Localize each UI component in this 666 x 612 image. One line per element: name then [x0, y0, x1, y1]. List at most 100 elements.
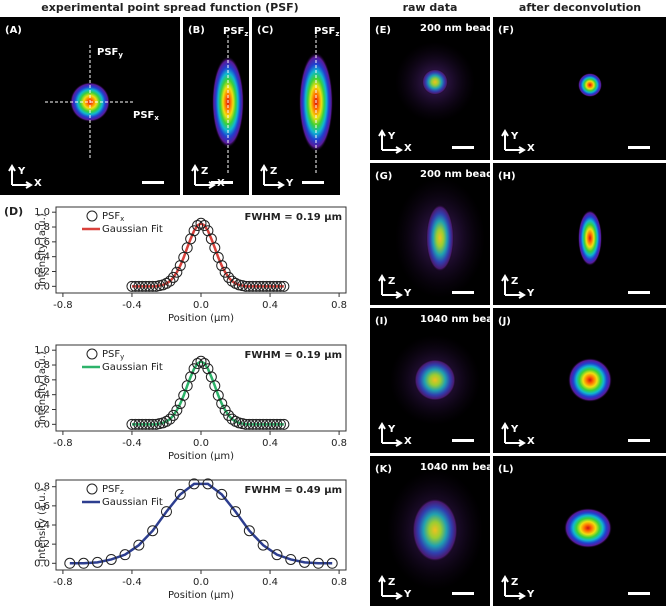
x-tick-label: -0.4	[122, 438, 142, 449]
psf-blob	[568, 358, 612, 402]
psf-main: PSF	[223, 26, 244, 37]
psf-sub: z	[244, 30, 248, 38]
x-tick-label: -0.8	[53, 577, 73, 588]
axis-letter: Y	[510, 424, 519, 435]
psf-label: PSFy	[97, 47, 123, 59]
x-tick-label: -0.4	[122, 577, 142, 588]
y-tick-label: 1.0	[34, 207, 50, 218]
data-point	[230, 506, 242, 518]
legend-label: Gaussian Fit	[102, 224, 163, 235]
legend-label: Gaussian Fit	[102, 362, 163, 373]
axis-letter: Y	[403, 589, 412, 600]
data-point	[209, 380, 221, 392]
y-tick-label: 0.4	[34, 520, 50, 531]
psf-sub: x	[154, 114, 159, 122]
legend-sub: x	[120, 215, 124, 223]
axis-letter: Y	[526, 288, 535, 299]
data-point	[178, 389, 190, 401]
data-point	[64, 557, 76, 569]
y-tick-label: 1.0	[34, 345, 50, 356]
panel-title: 1040 nm bead	[420, 314, 500, 325]
data-point	[171, 266, 183, 278]
y-axis-label: Intensity (a.u.)	[37, 213, 48, 286]
data-point	[312, 557, 324, 569]
panel-label: (F)	[498, 25, 514, 36]
scale-bar	[302, 181, 324, 184]
data-point	[278, 418, 290, 430]
data-point	[91, 556, 103, 568]
psf-main: PSF	[133, 110, 154, 121]
panel-label: (E)	[375, 25, 391, 36]
scale-bar	[628, 592, 650, 595]
data-point	[216, 398, 228, 410]
axis-letter: Y	[526, 589, 535, 600]
axis-letter: Y	[510, 131, 519, 142]
fit-line	[69, 482, 333, 565]
axis-arrow	[378, 129, 403, 154]
data-point	[202, 478, 214, 490]
axis-arrow	[501, 274, 526, 299]
data-point	[188, 478, 200, 490]
data-point	[299, 556, 311, 568]
axis-letter: Z	[388, 276, 395, 287]
data-point	[274, 280, 286, 292]
y-tick-label: 0.2	[34, 539, 50, 550]
legend-label: PSFx	[102, 211, 124, 223]
x-tick-label: 0.0	[193, 577, 209, 588]
data-point	[278, 280, 290, 292]
y-tick-label: 0.8	[34, 360, 50, 371]
panel-label: (G)	[375, 171, 392, 182]
axis-arrow	[501, 422, 526, 447]
x-tick-label: 0.8	[331, 577, 347, 588]
data-point	[160, 277, 172, 289]
axis-letter: Z	[270, 166, 277, 177]
y-tick-label: 0.8	[34, 482, 50, 493]
axis-letter: X	[404, 436, 412, 447]
data-point	[133, 539, 145, 551]
scale-bar	[452, 291, 474, 294]
data-point	[216, 488, 228, 500]
legend-sub: z	[120, 488, 124, 496]
legend-label: PSFy	[102, 349, 124, 361]
axis-letter: Y	[285, 178, 294, 189]
data-point	[164, 275, 176, 287]
y-tick-label: 0.2	[34, 267, 50, 278]
x-tick-label: -0.8	[53, 438, 73, 449]
x-tick-label: 0.0	[193, 438, 209, 449]
data-point	[195, 217, 207, 229]
scale-bar	[628, 146, 650, 149]
data-point	[178, 251, 190, 263]
heading: experimental point spread function (PSF)	[41, 1, 298, 14]
axis-arrow	[501, 575, 526, 600]
data-point	[271, 549, 283, 561]
data-point	[174, 488, 186, 500]
legend-marker	[86, 483, 98, 495]
panel-label: (L)	[498, 464, 514, 475]
panel-label: (D)	[4, 205, 23, 218]
data-point	[274, 418, 286, 430]
axis-arrow	[8, 164, 33, 189]
x-tick-label: -0.4	[122, 300, 142, 311]
data-point	[105, 553, 117, 565]
panel-label: (C)	[257, 25, 273, 36]
axis-arrow	[378, 575, 403, 600]
heading: raw data	[403, 1, 458, 14]
psf-label: PSFx	[133, 110, 159, 122]
panel-label: (H)	[498, 171, 516, 182]
y-tick-label: 0.4	[34, 252, 50, 263]
y-tick-label: 0.4	[34, 390, 50, 401]
axis-letter: Y	[387, 131, 396, 142]
legend-marker	[86, 348, 98, 360]
psf-blob	[578, 210, 602, 266]
legend-label: PSFz	[102, 484, 124, 496]
axis-letter: X	[404, 143, 412, 154]
axis-arrow	[501, 129, 526, 154]
data-point	[271, 418, 283, 430]
panel-title: 1040 nm bead	[420, 462, 500, 473]
axis-arrow	[191, 164, 216, 189]
psf-sub: z	[335, 30, 339, 38]
y-tick-label: 0.6	[34, 501, 50, 512]
data-point	[226, 413, 238, 425]
annotation: FWHM = 0.19 µm	[245, 212, 342, 223]
